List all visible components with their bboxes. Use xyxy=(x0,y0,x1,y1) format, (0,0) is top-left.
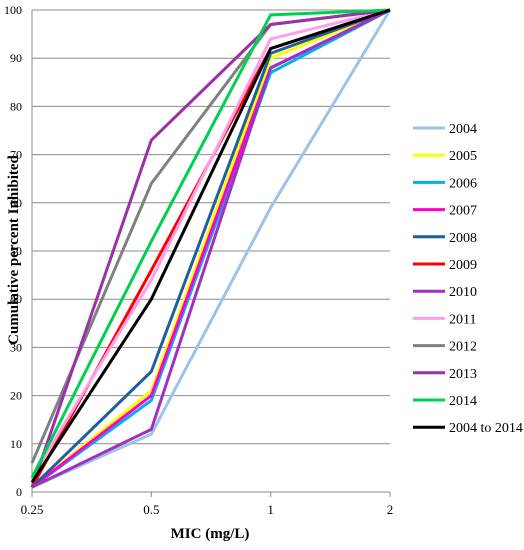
axes xyxy=(31,10,390,493)
y-tick-label: 80 xyxy=(10,99,22,113)
series-line-6 xyxy=(31,8,391,489)
legend-label: 2011 xyxy=(449,312,476,327)
y-tick-label: 70 xyxy=(10,148,22,162)
series-line-4 xyxy=(30,8,391,489)
legend-label: 2006 xyxy=(449,176,477,191)
legend-label: 2007 xyxy=(449,204,477,219)
legend: 2004 2005 2006 2007 2008 2009 2010 2011 2012 2013… xyxy=(413,122,523,436)
series-line-1 xyxy=(31,8,391,489)
y-tick-label: 30 xyxy=(10,340,22,354)
series-line-9 xyxy=(30,8,391,488)
series-line-10 xyxy=(30,8,391,479)
legend-label: 2012 xyxy=(449,340,477,355)
legend-label: 2004 to 2014 xyxy=(449,421,523,436)
y-tick-label: 10 xyxy=(10,437,22,451)
series-line-0 xyxy=(31,9,392,489)
series-line-7 xyxy=(30,8,391,479)
y-tick-label: 60 xyxy=(10,196,22,210)
y-tick-label: 100 xyxy=(4,3,22,17)
x-tick-labels: 0.25 0.5 1 2 xyxy=(21,492,394,517)
y-tick-labels: 0 10 20 30 40 50 60 70 80 90 100 xyxy=(4,3,22,499)
y-tick-label: 0 xyxy=(16,485,22,499)
series-line-2 xyxy=(31,8,391,489)
y-tick-label: 40 xyxy=(10,292,22,306)
legend-label: 2008 xyxy=(449,231,477,246)
x-axis-label: MIC (mg/L) xyxy=(171,526,250,542)
legend-label: 2013 xyxy=(449,367,477,382)
series-lines xyxy=(30,8,392,489)
legend-label: 2014 xyxy=(449,394,477,409)
y-tick-label: 50 xyxy=(10,244,22,258)
x-tick-label: 2 xyxy=(387,502,394,517)
legend-label: 2009 xyxy=(449,258,477,273)
y-tick-label: 90 xyxy=(10,51,22,65)
legend-label: 2005 xyxy=(449,149,477,164)
series-line-11 xyxy=(30,8,391,484)
y-axis-label: Cumulative percent Inhibited xyxy=(6,154,22,344)
y-tick-label: 20 xyxy=(10,389,22,403)
x-tick-label: 1 xyxy=(267,502,274,517)
legend-label: 2010 xyxy=(449,285,477,300)
x-tick-label: 0.25 xyxy=(21,502,44,517)
x-tick-label: 0.5 xyxy=(143,502,159,517)
legend-label: 2004 xyxy=(449,122,477,137)
